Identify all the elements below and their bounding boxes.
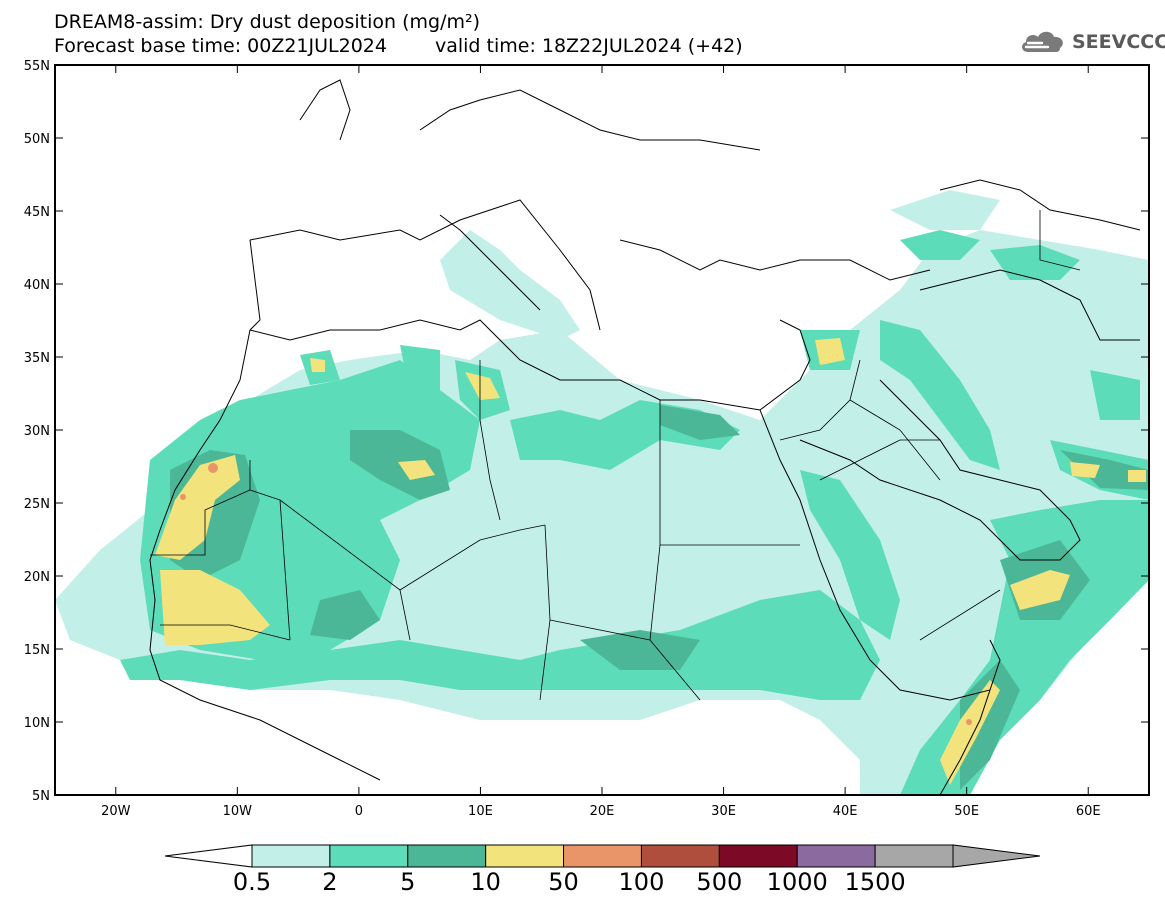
lon-tick-label: 10W xyxy=(223,804,253,819)
map-title: DREAM8-assim: Dry dust deposition (mg/m²… xyxy=(54,11,481,33)
colorbar-label: 0.5 xyxy=(232,868,272,896)
colorbar-segment xyxy=(485,844,565,868)
colorbar xyxy=(164,844,1041,868)
lon-tick-label: 0 xyxy=(355,804,363,819)
colorbar-label: 1000 xyxy=(766,868,828,896)
lat-tick-label: 15N xyxy=(24,643,50,658)
colorbar-segment xyxy=(796,844,876,868)
colorbar-segment xyxy=(251,844,331,868)
lat-tick-label: 35N xyxy=(24,351,50,366)
lon-tick-label: 20W xyxy=(101,804,131,819)
logo-text: SEEVCCC xyxy=(1072,31,1165,53)
lat-tick-label: 20N xyxy=(24,570,50,585)
dust-fields xyxy=(55,190,1149,795)
valid-time: valid time: 18Z22JUL2024 (+42) xyxy=(434,35,743,57)
lat-tick-label: 25N xyxy=(24,497,50,512)
colorbar-segment xyxy=(563,844,642,868)
lon-tick-label: 50E xyxy=(954,804,979,819)
coastlines xyxy=(149,79,1141,795)
cloud-icon xyxy=(1022,31,1063,52)
base-time: Forecast base time: 00Z21JUL2024 xyxy=(54,35,387,57)
colorbar-label: 50 xyxy=(548,868,579,896)
colorbar-segment xyxy=(329,844,409,868)
colorbar-label: 500 xyxy=(696,868,743,896)
colorbar-under-arrow xyxy=(164,844,253,868)
colorbar-segment xyxy=(407,844,487,868)
lon-tick-label: 60E xyxy=(1076,804,1101,819)
lat-tick-label: 45N xyxy=(24,205,50,220)
colorbar-over-arrow xyxy=(952,844,1041,868)
map-subtitle: Forecast base time: 00Z21JUL2024 valid ti… xyxy=(54,36,743,57)
colorbar-label: 5 xyxy=(400,868,416,896)
lon-tick-label: 30E xyxy=(711,804,736,819)
lat-tick-label: 10N xyxy=(24,716,50,731)
lat-tick-label: 55N xyxy=(24,59,50,74)
lon-tick-label: 40E xyxy=(833,804,858,819)
deposition-level5-area xyxy=(180,463,972,725)
lat-tick-label: 5N xyxy=(32,789,50,804)
lat-tick-label: 50N xyxy=(24,132,50,147)
latitude-axis: 55N 50N 45N 40N 35N 30N 25N 20N 15N 10N 5N xyxy=(24,59,1149,804)
colorbar-segment xyxy=(874,844,954,868)
lon-tick-label: 10E xyxy=(468,804,493,819)
colorbar-label: 10 xyxy=(470,868,501,896)
colorbar-label: 100 xyxy=(618,868,665,896)
colorbar-segment xyxy=(718,844,798,868)
colorbar-segment xyxy=(640,844,720,868)
country-borders xyxy=(150,210,1081,701)
colorbar-label: 1500 xyxy=(844,868,906,896)
longitude-axis: 20W 10W 0 10E 20E 30E 40E 50E 60E xyxy=(101,65,1101,819)
lat-tick-label: 30N xyxy=(24,424,50,439)
colorbar-label: 2 xyxy=(322,868,338,896)
seevccc-logo: SEEVCCC xyxy=(1018,26,1165,60)
lat-tick-label: 40N xyxy=(24,278,50,293)
lon-tick-label: 20E xyxy=(590,804,615,819)
